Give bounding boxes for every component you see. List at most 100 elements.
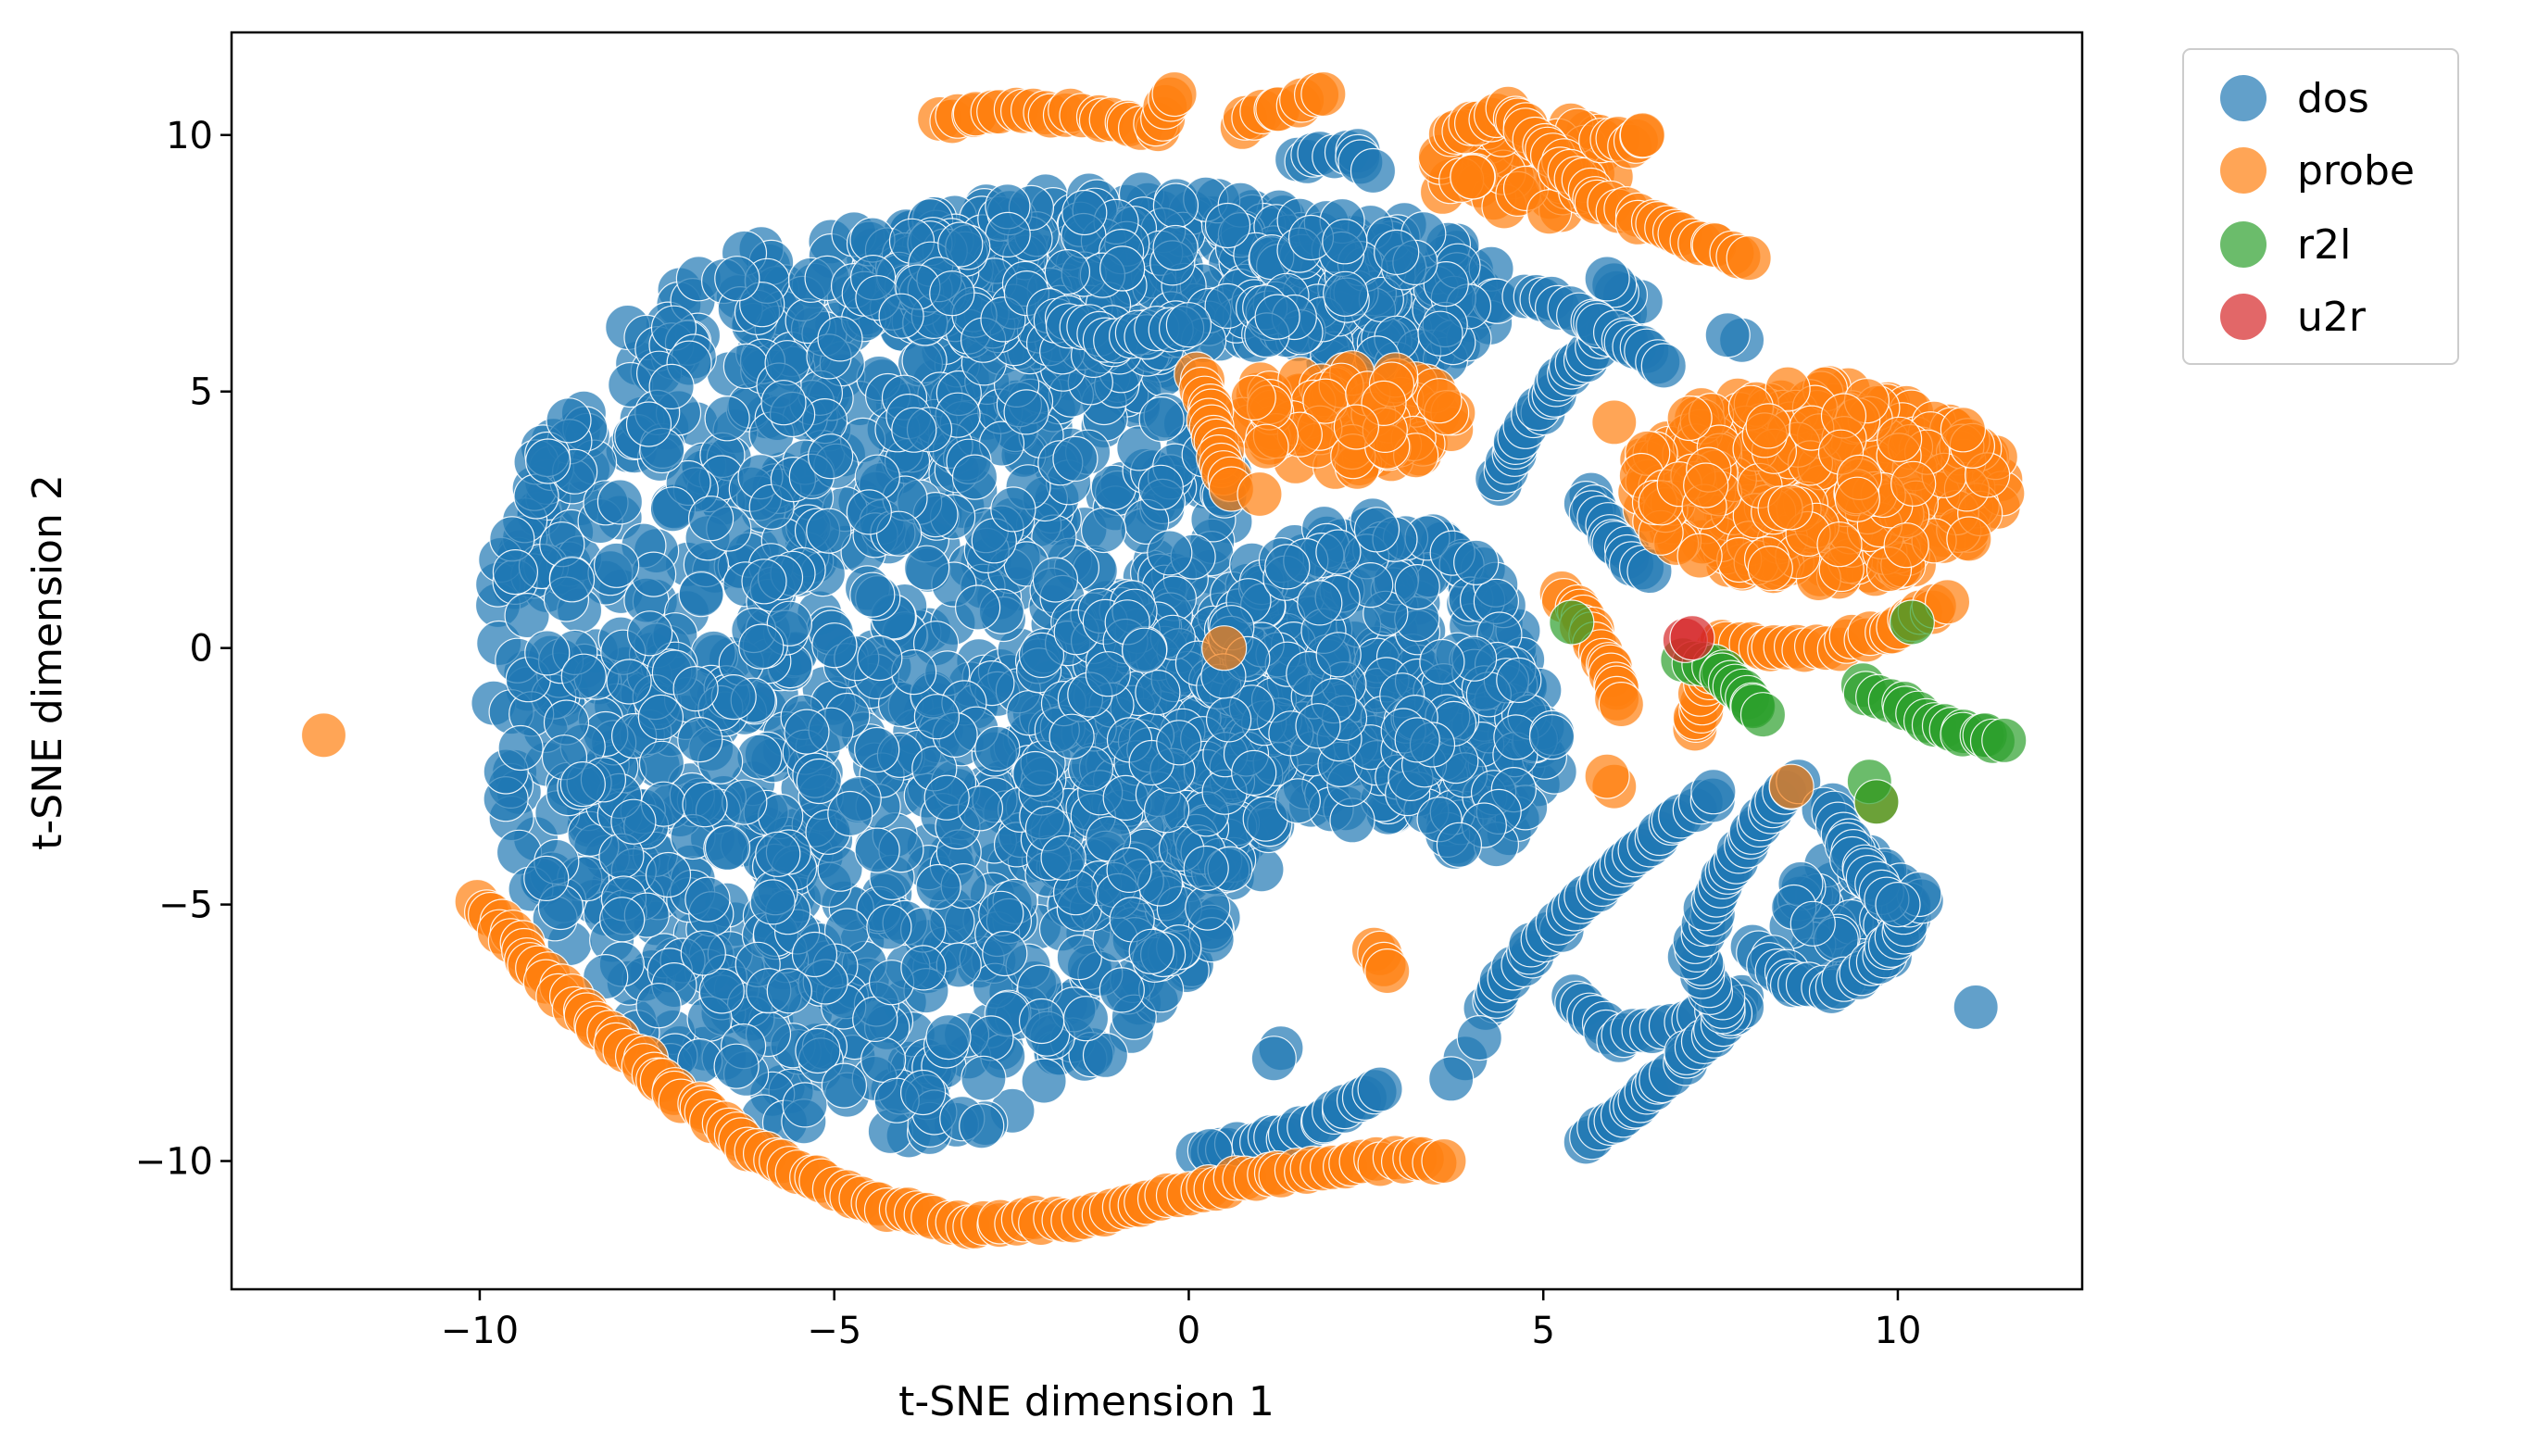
point-dos (854, 827, 900, 873)
point-probe (1683, 462, 1729, 508)
point-dos (1183, 845, 1229, 892)
point-probe (1230, 374, 1276, 420)
point-dos (1018, 632, 1065, 679)
point-dos (821, 1062, 868, 1109)
point-dos (891, 407, 937, 453)
legend-label-probe: probe (2297, 147, 2415, 195)
point-dos (1021, 1058, 1067, 1104)
point-dos (722, 779, 768, 825)
y-tick-label: 0 (190, 628, 213, 671)
point-dos (1254, 294, 1300, 340)
point-dos (1275, 778, 1321, 824)
point-probe (1883, 522, 1929, 569)
point-dos (593, 542, 640, 588)
point-dos (1456, 1014, 1502, 1061)
point-probe (1584, 753, 1630, 799)
point-dos (1789, 900, 1836, 947)
point-dos (1099, 967, 1145, 1013)
point-dos (596, 479, 644, 525)
point-dos (1156, 720, 1202, 766)
point-dos (1044, 249, 1091, 295)
point-dos (1128, 928, 1174, 974)
point-dos (1394, 717, 1440, 763)
point-dos (1143, 787, 1190, 834)
point-probe (1300, 70, 1347, 118)
y-axis: −10 −5 0 5 10 (135, 115, 232, 1184)
point-probe (1946, 516, 1992, 562)
point-dos (1011, 750, 1059, 797)
point-dos (915, 863, 961, 910)
point-dos (1640, 343, 1687, 389)
point-dos (1496, 657, 1542, 704)
point-dos (648, 363, 695, 409)
point-probe (1768, 763, 1815, 810)
point-dos (961, 1055, 1007, 1101)
point-dos (1231, 749, 1277, 797)
point-dos (1428, 1056, 1475, 1102)
point-dos (1394, 563, 1440, 610)
point-dos (1165, 302, 1212, 348)
point-dos (599, 897, 646, 943)
point-probe (1764, 366, 1811, 412)
y-tick-label: 10 (166, 115, 213, 157)
point-dos (791, 931, 838, 978)
points-layer (300, 70, 2028, 1250)
point-dos (866, 904, 912, 950)
point-dos (1322, 219, 1368, 265)
point-dos (1106, 847, 1152, 894)
point-probe (1416, 378, 1463, 424)
point-dos (766, 968, 812, 1014)
point-probe (1201, 625, 1248, 672)
point-probe (1364, 948, 1411, 995)
point-dos (1875, 881, 1921, 928)
point-dos (1082, 1032, 1129, 1079)
point-probe (1237, 471, 1283, 518)
point-dos (626, 610, 673, 657)
point-dos (704, 395, 750, 442)
point-dos (713, 1043, 760, 1089)
point-probe (1726, 235, 1772, 282)
point-r2l (1853, 779, 1900, 825)
point-dos (1315, 632, 1362, 678)
point-dos (1062, 996, 1110, 1042)
point-dos (546, 397, 592, 444)
point-dos (1419, 638, 1465, 685)
point-dos (1138, 396, 1185, 443)
point-dos (764, 340, 810, 386)
point-dos (925, 1013, 972, 1061)
point-dos (1204, 202, 1251, 249)
point-dos (525, 438, 571, 484)
point-u2r (1669, 614, 1715, 661)
point-dos (687, 496, 735, 542)
point-dos (504, 592, 550, 639)
point-dos (637, 694, 684, 741)
point-dos (1953, 984, 1999, 1031)
point-dos (827, 790, 873, 837)
point-dos (1315, 529, 1362, 575)
legend-marker-r2l (2220, 221, 2267, 268)
point-dos (1528, 714, 1576, 760)
point-dos (1061, 189, 1108, 236)
point-dos (1264, 544, 1311, 590)
y-tick-label: 5 (190, 371, 213, 414)
y-tick-label: −5 (158, 885, 213, 927)
point-probe (1834, 476, 1880, 522)
point-dos (1295, 703, 1341, 749)
x-tick-label: 5 (1531, 1310, 1554, 1352)
point-dos (1374, 229, 1420, 275)
point-dos (749, 879, 796, 925)
point-probe (1925, 579, 1971, 625)
point-dos (899, 1069, 947, 1116)
point-dos (968, 1015, 1014, 1061)
point-dos (1584, 256, 1630, 302)
point-dos (1052, 435, 1099, 482)
point-probe (1333, 404, 1380, 450)
point-dos (782, 1082, 828, 1128)
legend-label-r2l: r2l (2297, 221, 2351, 269)
x-tick-label: −10 (441, 1310, 519, 1352)
point-dos (1152, 224, 1199, 271)
point-dos (807, 433, 854, 480)
point-dos (817, 316, 863, 362)
legend-label-dos: dos (2297, 75, 2369, 122)
